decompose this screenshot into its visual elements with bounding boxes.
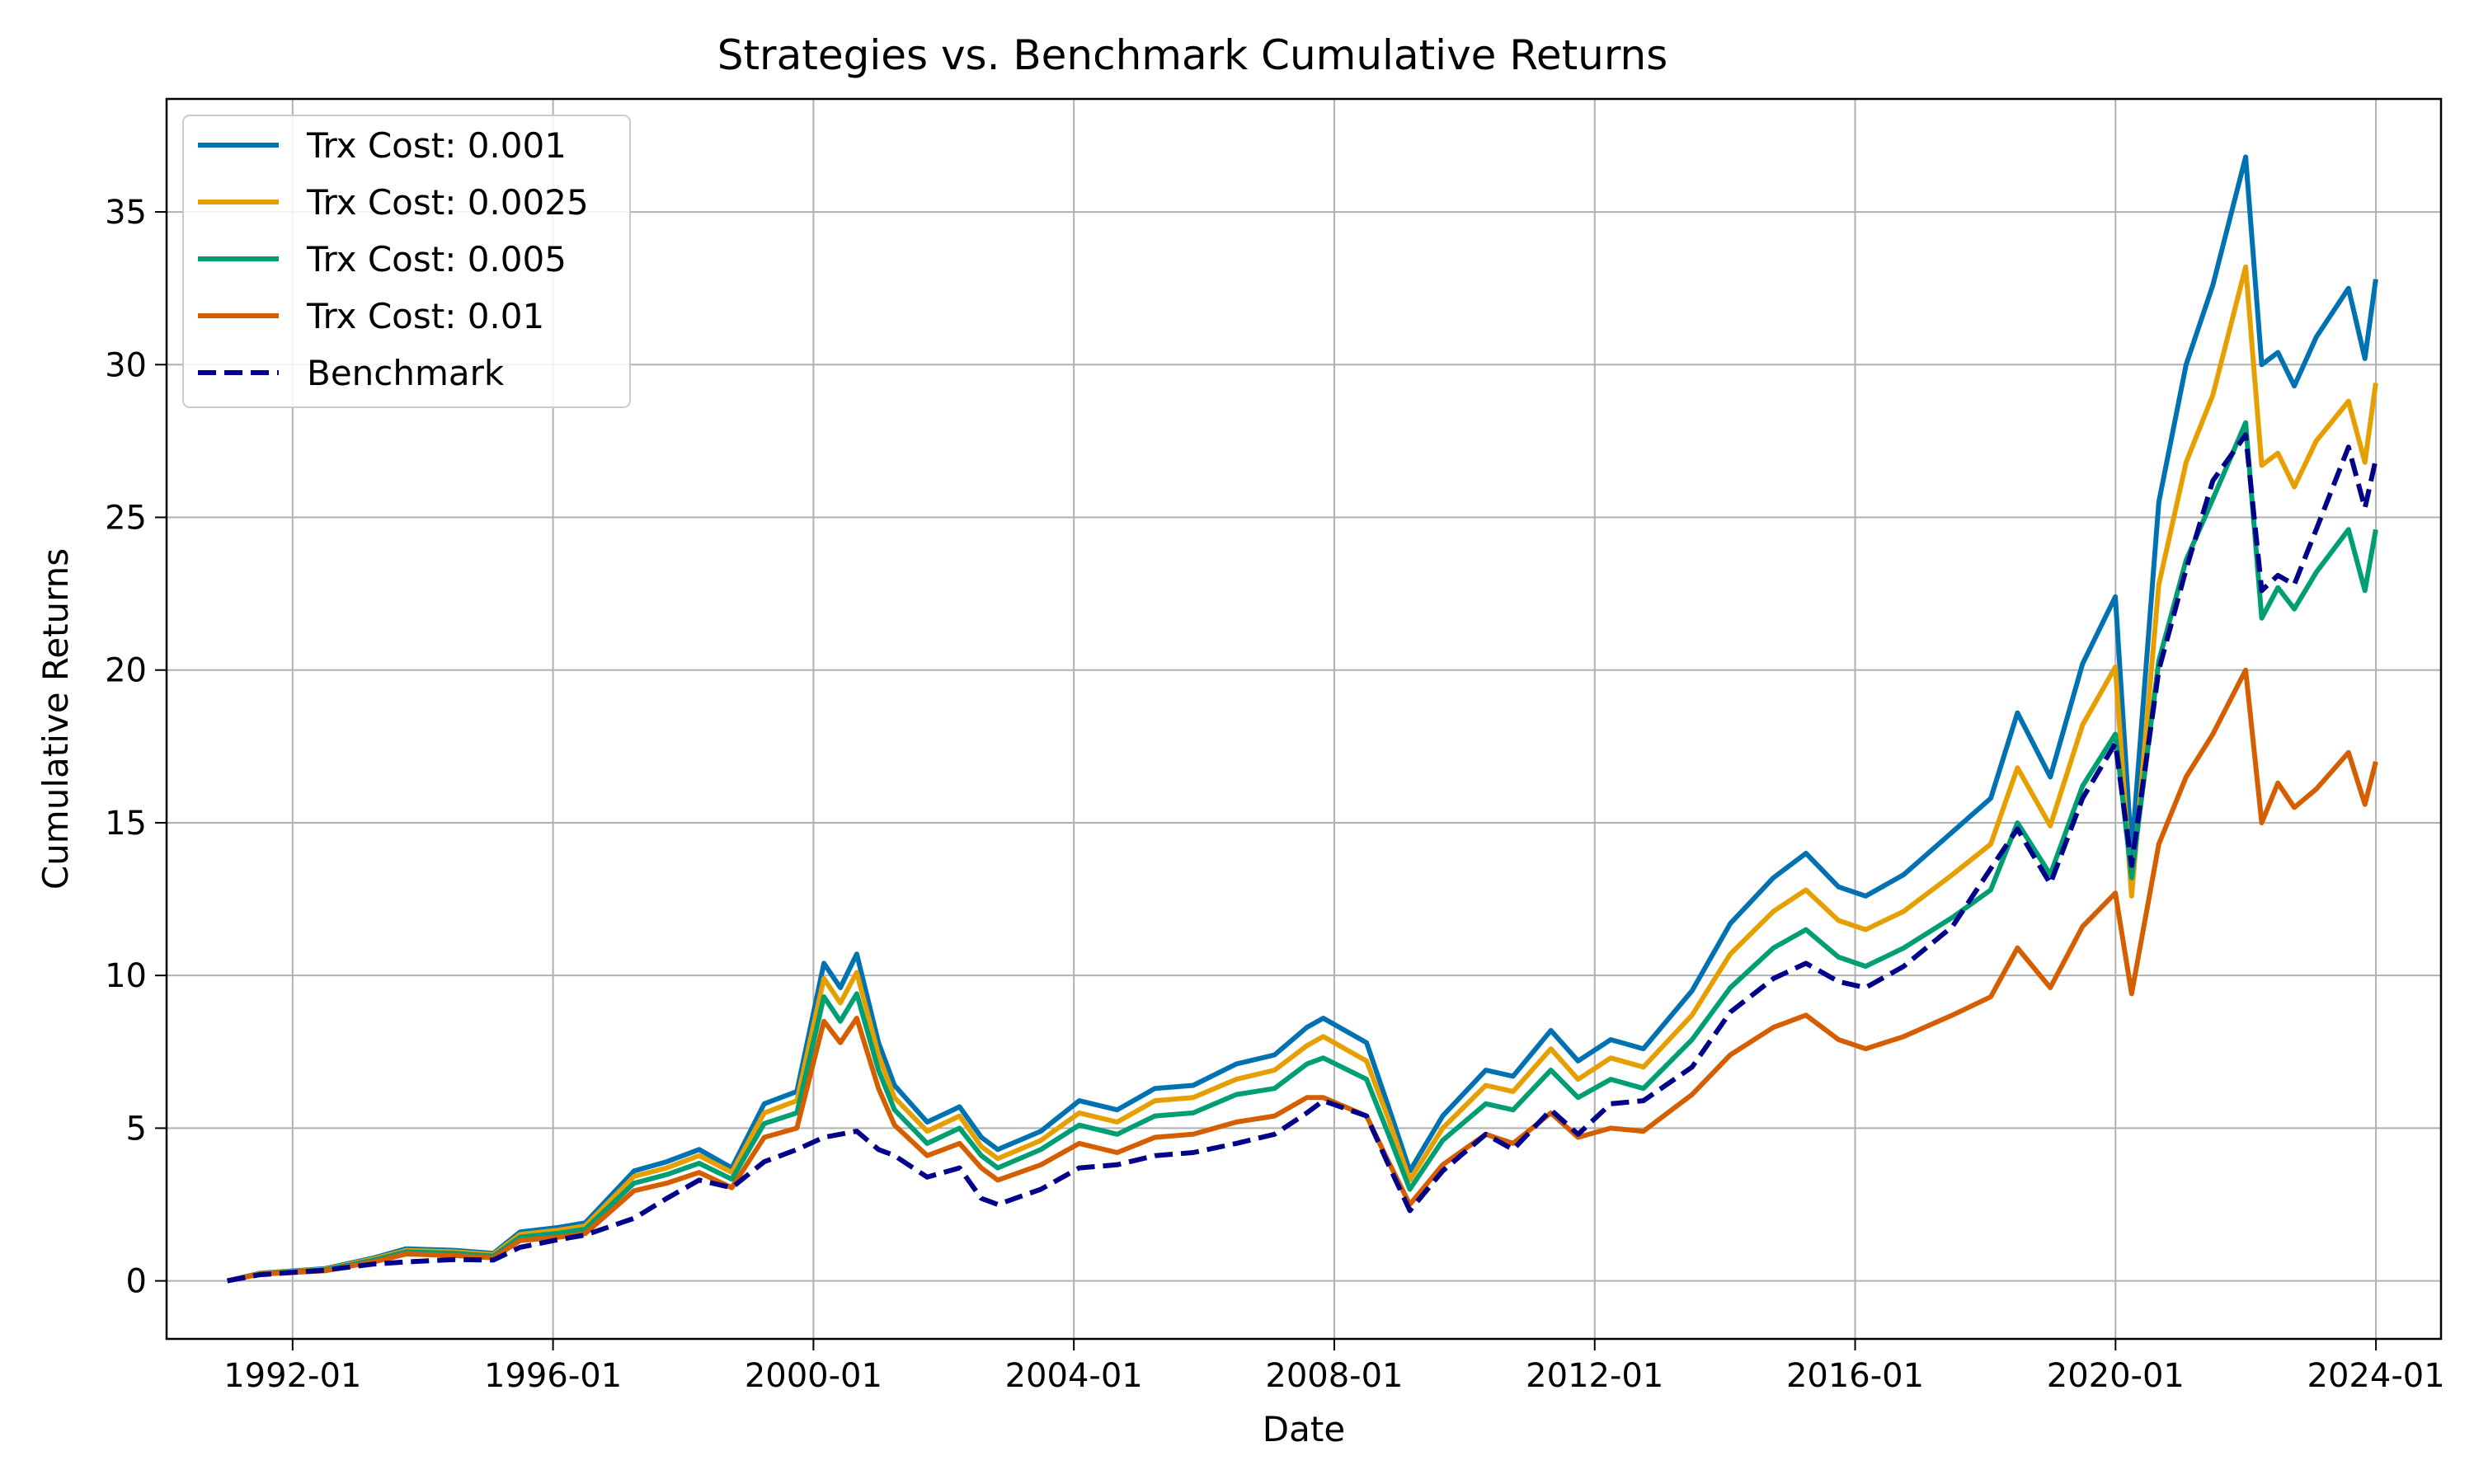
x-axis-label: Date <box>1263 1409 1345 1449</box>
x-tick-label: 2008-01 <box>1265 1357 1403 1395</box>
legend-label: Trx Cost: 0.0025 <box>306 182 589 223</box>
y-tick-label: 0 <box>126 1263 147 1301</box>
x-axis: 1992-01 1996-01 2000-01 2004-01 2008-01 2012-… <box>223 1339 2445 1395</box>
y-tick-label: 25 <box>105 500 147 538</box>
y-axis-label: Cumulative Returns <box>35 548 76 890</box>
x-tick-label: 2004-01 <box>1005 1357 1143 1395</box>
x-tick-label: 2012-01 <box>1526 1357 1663 1395</box>
series-line-0 <box>227 154 2378 1284</box>
y-tick-label: 15 <box>105 805 147 843</box>
chart-title: Strategies vs. Benchmark Cumulative Retu… <box>717 31 1668 79</box>
legend-label: Trx Cost: 0.005 <box>306 239 567 279</box>
x-tick-label: 2024-01 <box>2307 1357 2445 1395</box>
grid <box>167 99 2441 1339</box>
y-tick-label: 10 <box>105 957 147 995</box>
legend: Trx Cost: 0.001 Trx Cost: 0.0025 Trx Cost:… <box>182 115 631 408</box>
y-tick-label: 30 <box>105 346 147 384</box>
legend-label: Benchmark <box>307 353 505 393</box>
y-tick-label: 20 <box>105 652 147 690</box>
x-tick-label: 2000-01 <box>745 1357 882 1395</box>
series-group <box>227 154 2378 1284</box>
legend-box <box>182 115 631 408</box>
y-tick-label: 35 <box>105 194 147 232</box>
x-tick-label: 2016-01 <box>1786 1357 1924 1395</box>
y-tick-label: 5 <box>126 1110 147 1148</box>
x-tick-label: 2020-01 <box>2047 1357 2185 1395</box>
legend-label: Trx Cost: 0.001 <box>306 125 567 166</box>
series-line-4 <box>227 432 2378 1284</box>
x-tick-label: 1996-01 <box>484 1357 622 1395</box>
x-tick-label: 1992-01 <box>223 1357 361 1395</box>
plot-frame <box>165 97 2443 1341</box>
y-axis: 0 5 10 15 20 25 30 35 <box>105 194 167 1301</box>
legend-label: Trx Cost: 0.01 <box>306 296 544 336</box>
